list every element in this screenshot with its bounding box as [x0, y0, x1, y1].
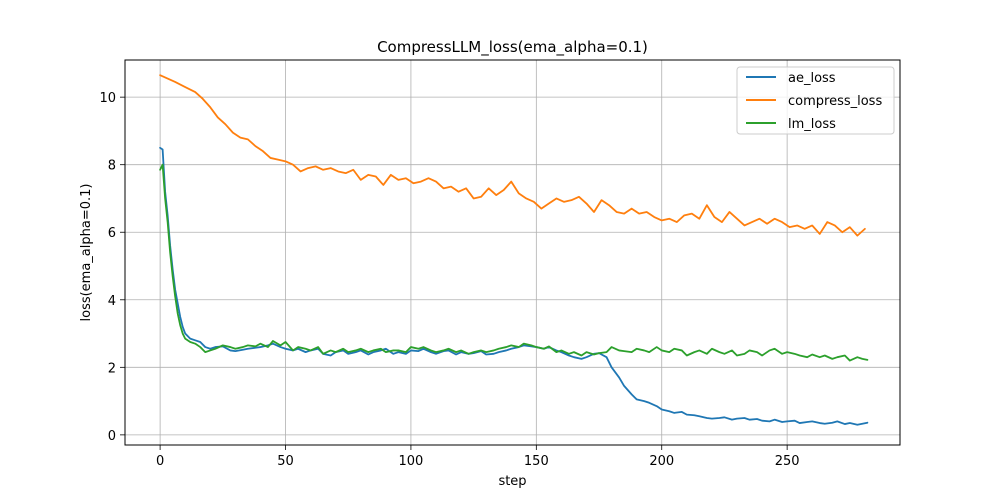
tick-layer: 0 50 100 150 200 250 0 2 4 6 8 10	[99, 91, 799, 469]
x-tick-label: 0	[156, 454, 164, 469]
y-tick-label: 8	[108, 159, 116, 174]
plot-frame	[124, 59, 901, 446]
x-axis-label: step	[498, 474, 526, 489]
legend-label-ae-loss: ae_loss	[788, 71, 836, 86]
series-line-compress-loss	[159, 74, 866, 237]
y-tick-label: 6	[108, 226, 116, 241]
y-axis-label: loss(ema_alpha=0.1)	[79, 184, 94, 322]
y-tick-label: 10	[99, 91, 116, 106]
legend-label-compress-loss: compress_loss	[788, 94, 882, 109]
series-line-lm-loss	[159, 163, 869, 362]
legend: ae_loss compress_loss lm_loss	[736, 66, 895, 135]
x-tick-label: 50	[277, 454, 294, 469]
series-layer	[159, 74, 869, 426]
x-tick-label: 200	[649, 454, 674, 469]
y-tick-label: 2	[108, 361, 116, 376]
chart-title: CompressLLM_loss(ema_alpha=0.1)	[377, 38, 648, 57]
series-line-ae-loss	[159, 146, 869, 426]
y-tick-label: 4	[108, 294, 116, 309]
x-tick-label: 250	[775, 454, 800, 469]
legend-label-lm-loss: lm_loss	[788, 117, 836, 132]
y-tick-label: 0	[108, 429, 116, 444]
x-tick-label: 100	[399, 454, 424, 469]
legend-box	[736, 66, 895, 135]
grid-layer	[125, 60, 900, 445]
x-tick-label: 150	[524, 454, 549, 469]
